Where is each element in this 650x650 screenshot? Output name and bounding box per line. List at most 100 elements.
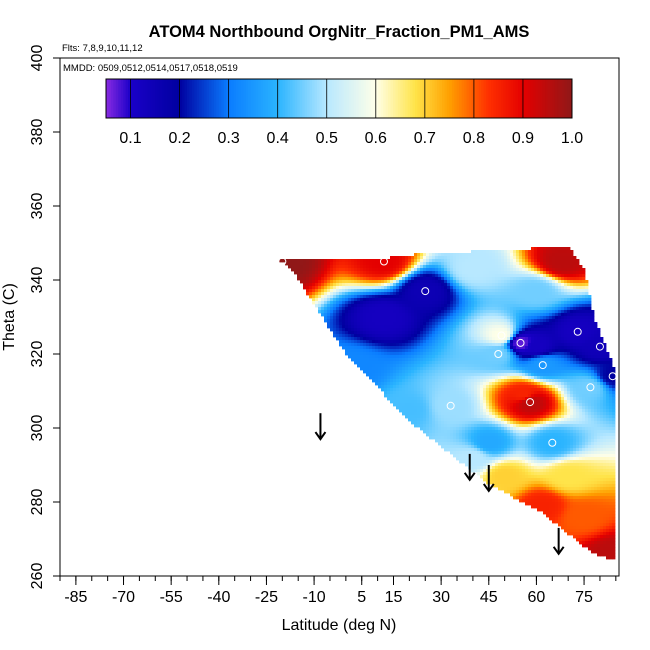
heatmap-cell	[531, 361, 535, 365]
heatmap-cell	[519, 271, 523, 275]
heatmap-cell	[549, 403, 553, 407]
heatmap-cell	[396, 319, 400, 323]
heatmap-cell	[543, 379, 547, 383]
heatmap-cell	[543, 262, 547, 266]
heatmap-cell	[450, 277, 454, 281]
heatmap-cell	[558, 268, 562, 272]
heatmap-cell	[423, 427, 427, 431]
heatmap-cell	[441, 442, 445, 446]
heatmap-cell	[507, 358, 511, 362]
heatmap-cell	[408, 307, 412, 311]
heatmap-cell	[543, 250, 547, 254]
heatmap-cell	[519, 433, 523, 437]
heatmap-cell	[558, 343, 562, 347]
heatmap-cell	[462, 415, 466, 419]
heatmap-cell	[426, 382, 430, 386]
heatmap-cell	[366, 364, 370, 368]
heatmap-cell	[531, 454, 535, 458]
heatmap-cell	[378, 334, 382, 338]
heatmap-cell	[558, 313, 562, 317]
heatmap-cell	[339, 298, 343, 302]
heatmap-cell	[345, 346, 349, 350]
heatmap-cell	[429, 406, 433, 410]
heatmap-cell	[363, 298, 367, 302]
heatmap-cell	[447, 358, 451, 362]
heatmap-cell	[558, 349, 562, 353]
heatmap-cell	[444, 259, 448, 263]
heatmap-cell	[387, 307, 391, 311]
heatmap-cell	[399, 268, 403, 272]
heatmap-cell	[456, 406, 460, 410]
heatmap-cell	[363, 304, 367, 308]
heatmap-cell	[321, 286, 325, 290]
heatmap-cell	[507, 379, 511, 383]
heatmap-cell	[540, 403, 544, 407]
heatmap-cell	[546, 421, 550, 425]
heatmap-cell	[453, 433, 457, 437]
heatmap-cell	[531, 382, 535, 386]
heatmap-cell	[372, 379, 376, 383]
heatmap-cell	[510, 328, 514, 332]
heatmap-cell	[531, 475, 535, 479]
heatmap-cell	[483, 253, 487, 257]
heatmap-cell	[501, 277, 505, 281]
heatmap-cell	[483, 418, 487, 422]
heatmap-cell	[408, 412, 412, 416]
heatmap-cell	[555, 292, 559, 296]
heatmap-cell	[360, 319, 364, 323]
heatmap-cell	[483, 385, 487, 389]
heatmap-cell	[495, 283, 499, 287]
heatmap-cell	[477, 328, 481, 332]
heatmap-cell	[477, 439, 481, 443]
heatmap-cell	[534, 301, 538, 305]
heatmap-cell	[525, 286, 529, 290]
heatmap-cell	[465, 253, 469, 257]
heatmap-cell	[399, 346, 403, 350]
heatmap-cell	[414, 424, 418, 428]
heatmap-cell	[474, 322, 478, 326]
heatmap-cell	[480, 418, 484, 422]
heatmap-cell	[507, 397, 511, 401]
heatmap-cell	[525, 376, 529, 380]
heatmap-cell	[522, 283, 526, 287]
heatmap-cell	[474, 328, 478, 332]
heatmap-cell	[495, 307, 499, 311]
heatmap-cell	[336, 274, 340, 278]
heatmap-cell	[453, 313, 457, 317]
heatmap-cell	[399, 358, 403, 362]
heatmap-cell	[516, 295, 520, 299]
heatmap-cell	[471, 322, 475, 326]
heatmap-cell	[393, 349, 397, 353]
heatmap-cell	[387, 364, 391, 368]
heatmap-cell	[426, 367, 430, 371]
heatmap-cell	[432, 265, 436, 269]
heatmap-cell	[540, 457, 544, 461]
heatmap-cell	[513, 292, 517, 296]
heatmap-cell	[537, 283, 541, 287]
heatmap-cell	[495, 340, 499, 344]
heatmap-cell	[504, 256, 508, 260]
heatmap-cell	[537, 376, 541, 380]
heatmap-cell	[480, 412, 484, 416]
heatmap-cell	[543, 394, 547, 398]
heatmap-cell	[528, 439, 532, 443]
heatmap-cell	[498, 280, 502, 284]
heatmap-cell	[507, 313, 511, 317]
heatmap-cell	[312, 259, 316, 263]
heatmap-cell	[498, 271, 502, 275]
heatmap-cell	[519, 349, 523, 353]
heatmap-cell	[501, 388, 505, 392]
heatmap-cell	[474, 373, 478, 377]
heatmap-cell	[438, 334, 442, 338]
heatmap-cell	[459, 439, 463, 443]
heatmap-cell	[465, 313, 469, 317]
heatmap-cell	[516, 451, 520, 455]
heatmap-cell	[468, 382, 472, 386]
heatmap-cell	[471, 292, 475, 296]
heatmap-cell	[348, 307, 352, 311]
heatmap-cell	[339, 274, 343, 278]
heatmap-cell	[459, 331, 463, 335]
heatmap-cell	[471, 409, 475, 413]
heatmap-cell	[477, 373, 481, 377]
heatmap-cell	[444, 448, 448, 452]
